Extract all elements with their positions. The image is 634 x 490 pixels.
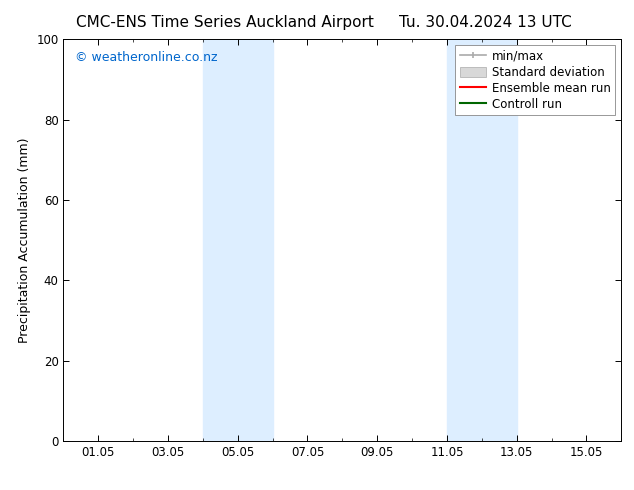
Legend: min/max, Standard deviation, Ensemble mean run, Controll run: min/max, Standard deviation, Ensemble me… [455,45,616,116]
Bar [447,39,517,441]
Y-axis label: Precipitation Accumulation (mm): Precipitation Accumulation (mm) [18,137,30,343]
Bar [203,39,273,441]
Text: © weatheronline.co.nz: © weatheronline.co.nz [75,51,217,64]
Text: CMC-ENS Time Series Auckland Airport: CMC-ENS Time Series Auckland Airport [76,15,374,30]
Text: Tu. 30.04.2024 13 UTC: Tu. 30.04.2024 13 UTC [399,15,572,30]
